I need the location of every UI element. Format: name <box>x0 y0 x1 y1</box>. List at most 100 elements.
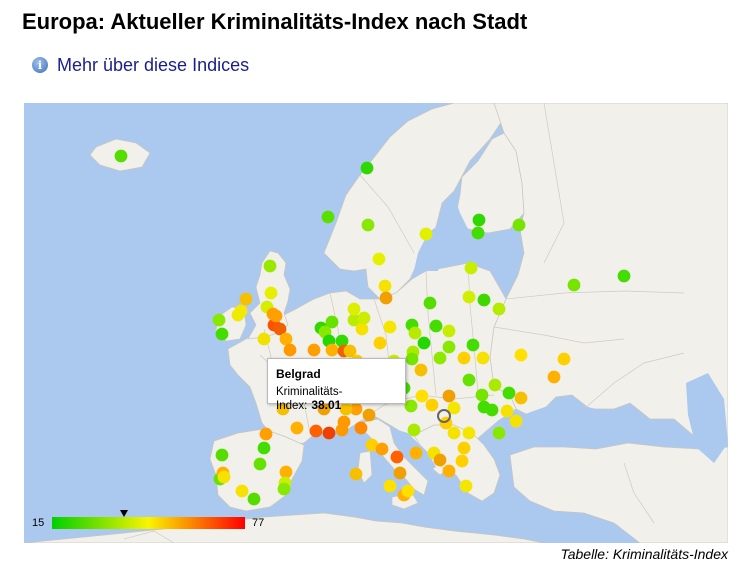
city-marker[interactable] <box>253 457 267 471</box>
city-marker[interactable] <box>325 315 339 329</box>
city-marker[interactable] <box>567 278 581 292</box>
city-marker[interactable] <box>325 343 339 357</box>
city-marker[interactable] <box>321 210 335 224</box>
city-marker[interactable] <box>279 332 293 346</box>
city-marker[interactable] <box>383 479 397 493</box>
city-marker[interactable] <box>492 426 506 440</box>
crime-index-map[interactable]: Belgrad Kriminalitäts-Index: 38.01 15 77 <box>24 103 728 543</box>
city-marker[interactable] <box>425 398 439 412</box>
city-marker[interactable] <box>378 279 392 293</box>
city-marker[interactable] <box>277 482 291 496</box>
city-marker[interactable] <box>407 423 421 437</box>
city-marker[interactable] <box>362 408 376 422</box>
city-marker[interactable] <box>114 149 128 163</box>
city-marker[interactable] <box>393 466 407 480</box>
city-marker[interactable] <box>442 389 456 403</box>
city-marker[interactable] <box>462 373 476 387</box>
city-marker[interactable] <box>455 454 469 468</box>
city-marker[interactable] <box>279 465 293 479</box>
city-marker[interactable] <box>457 351 471 365</box>
city-marker[interactable] <box>414 363 428 377</box>
city-marker[interactable] <box>408 326 422 340</box>
city-marker[interactable] <box>423 296 437 310</box>
city-marker[interactable] <box>457 441 471 455</box>
city-marker[interactable] <box>492 302 506 316</box>
city-marker[interactable] <box>404 399 418 413</box>
city-marker[interactable] <box>375 442 389 456</box>
city-marker[interactable] <box>257 441 271 455</box>
city-marker[interactable] <box>257 332 271 346</box>
more-about-indices-link[interactable]: Mehr über diese Indices <box>57 54 250 75</box>
city-marker[interactable] <box>472 213 486 227</box>
city-marker[interactable] <box>235 484 249 498</box>
city-marker[interactable] <box>417 336 431 350</box>
more-info-link-row[interactable]: i Mehr über diese Indices <box>32 54 249 76</box>
city-marker[interactable] <box>215 448 229 462</box>
city-marker[interactable] <box>433 453 447 467</box>
city-marker[interactable] <box>512 218 526 232</box>
city-marker[interactable] <box>442 464 456 478</box>
city-marker[interactable] <box>509 414 523 428</box>
city-marker[interactable] <box>215 327 229 341</box>
city-marker[interactable] <box>347 302 361 316</box>
city-marker[interactable] <box>290 421 304 435</box>
city-marker[interactable] <box>357 311 371 325</box>
city-marker[interactable] <box>239 292 253 306</box>
city-marker[interactable] <box>343 344 357 358</box>
city-marker[interactable] <box>373 336 387 350</box>
city-marker[interactable] <box>379 291 393 305</box>
city-marker[interactable] <box>355 322 369 336</box>
city-marker[interactable] <box>477 400 491 414</box>
city-marker[interactable] <box>269 309 283 323</box>
city-marker[interactable] <box>557 352 571 366</box>
city-marker[interactable] <box>390 450 404 464</box>
city-marker[interactable] <box>459 479 473 493</box>
city-marker[interactable] <box>442 340 456 354</box>
city-marker[interactable] <box>464 261 478 275</box>
city-marker[interactable] <box>401 484 415 498</box>
city-marker[interactable] <box>447 401 461 415</box>
city-marker[interactable] <box>231 308 245 322</box>
city-marker[interactable] <box>462 426 476 440</box>
city-marker[interactable] <box>247 492 261 506</box>
city-marker[interactable] <box>502 386 516 400</box>
city-marker[interactable] <box>372 252 386 266</box>
city-marker[interactable] <box>429 319 443 333</box>
city-marker[interactable] <box>466 338 480 352</box>
city-marker[interactable] <box>309 424 323 438</box>
city-marker[interactable] <box>360 161 374 175</box>
city-marker[interactable] <box>442 324 456 338</box>
city-marker[interactable] <box>415 389 429 403</box>
city-marker[interactable] <box>405 352 419 366</box>
city-marker[interactable] <box>217 470 231 484</box>
city-marker[interactable] <box>264 286 278 300</box>
city-marker[interactable] <box>514 391 528 405</box>
city-marker[interactable] <box>475 388 489 402</box>
city-marker[interactable] <box>409 446 423 460</box>
city-marker[interactable] <box>514 348 528 362</box>
city-marker[interactable] <box>419 227 433 241</box>
city-marker[interactable] <box>361 218 375 232</box>
city-marker[interactable] <box>471 226 485 240</box>
city-marker[interactable] <box>476 351 490 365</box>
city-marker[interactable] <box>337 415 351 429</box>
city-marker[interactable] <box>322 426 336 440</box>
city-marker[interactable] <box>488 378 502 392</box>
city-marker[interactable] <box>547 370 561 384</box>
city-marker[interactable] <box>617 269 631 283</box>
city-marker[interactable] <box>259 427 273 441</box>
city-marker[interactable] <box>273 322 287 336</box>
city-marker[interactable] <box>307 343 321 357</box>
city-marker[interactable] <box>462 290 476 304</box>
city-marker[interactable] <box>354 421 368 435</box>
city-marker[interactable] <box>212 313 226 327</box>
city-marker[interactable] <box>263 259 277 273</box>
city-marker[interactable] <box>433 351 447 365</box>
country-border-6 <box>493 326 625 344</box>
city-marker[interactable] <box>383 320 397 334</box>
city-marker[interactable] <box>349 467 363 481</box>
city-marker[interactable] <box>447 426 461 440</box>
city-marker[interactable] <box>477 293 491 307</box>
city-marker[interactable] <box>500 404 514 418</box>
city-marker[interactable] <box>283 343 297 357</box>
